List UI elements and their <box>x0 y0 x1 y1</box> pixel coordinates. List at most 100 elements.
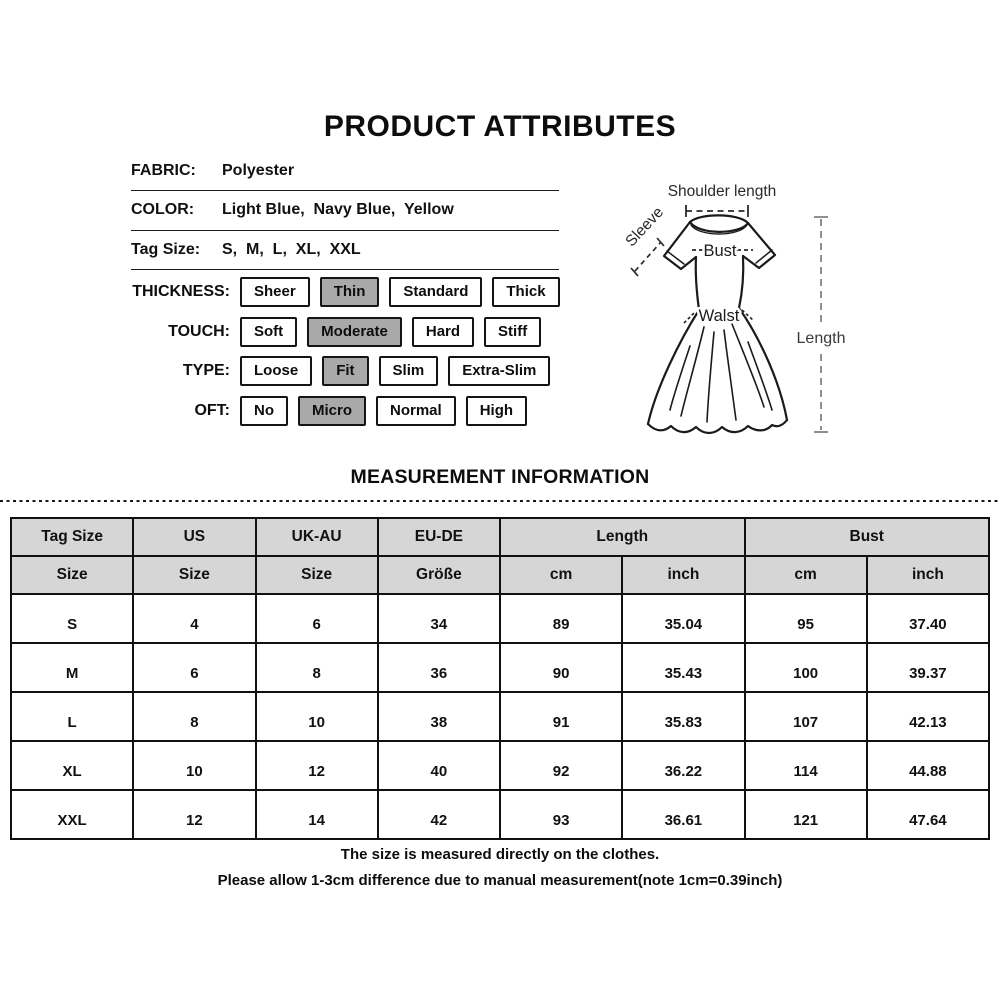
thickness-option-thick[interactable]: Thick <box>492 277 560 307</box>
cell: S <box>9 593 135 644</box>
thickness-option-thin[interactable]: Thin <box>319 277 380 307</box>
touch-label: TOUCH: <box>168 323 230 340</box>
thickness-option-standard[interactable]: Standard <box>389 277 483 307</box>
waist-label: Walst <box>699 307 740 325</box>
type-option-fit[interactable]: Fit <box>322 356 369 386</box>
cell: 91 <box>498 691 624 742</box>
table-row-l: L 8 10 38 91 35.83 107 42.13 <box>9 691 991 742</box>
cell: 47.64 <box>865 789 991 840</box>
cell: 89 <box>498 593 624 644</box>
table-header-group-row: Tag Size US UK-AU EU-DE Length Bust <box>9 517 990 557</box>
unit-size-1: Size <box>9 555 135 595</box>
shoulder-measure-line <box>685 205 749 217</box>
cell: L <box>9 691 135 742</box>
fabric-label: FABRIC: <box>131 162 196 180</box>
tag-size-value: S, M, L, XL, XXL <box>222 240 361 258</box>
cell: 35.83 <box>621 691 746 742</box>
unit-size-3: Size <box>254 555 379 595</box>
cell: 35.43 <box>621 642 746 693</box>
product-info-list: FABRIC: Polyester COLOR: Light Blue, Nav… <box>131 152 559 270</box>
length-measure-line <box>814 216 828 433</box>
cell: 34 <box>376 593 502 644</box>
footer-note-2: Please allow 1-3cm difference due to man… <box>217 872 783 889</box>
cell: 40 <box>376 740 502 791</box>
cell: 12 <box>254 740 379 791</box>
type-option-slim[interactable]: Slim <box>378 356 439 386</box>
sleeve-measure-line <box>630 237 665 277</box>
unit-bust-cm: cm <box>743 555 868 595</box>
cell: 92 <box>498 740 624 791</box>
oft-selector-row: OFT: No Micro Normal High <box>0 396 528 426</box>
cell: 107 <box>743 691 868 742</box>
dotted-divider <box>0 500 1000 502</box>
thickness-option-sheer[interactable]: Sheer <box>240 277 310 307</box>
header-tag-size: Tag Size <box>9 517 135 557</box>
touch-selector-row: TOUCH: Soft Moderate Hard Stiff <box>0 317 542 347</box>
oft-label: OFT: <box>194 402 230 419</box>
cell: 90 <box>498 642 624 693</box>
cell: 37.40 <box>865 593 991 644</box>
cell: 42.13 <box>865 691 991 742</box>
dress-measurement-diagram: Shoulder length Sleeve Bust Walst Length <box>622 183 848 435</box>
header-us: US <box>132 517 257 557</box>
oft-option-no[interactable]: No <box>240 396 288 426</box>
length-label: Length <box>797 330 846 347</box>
bust-label: Bust <box>703 242 736 260</box>
cell: 39.37 <box>865 642 991 693</box>
color-label: COLOR: <box>131 201 195 219</box>
unit-size-2: Size <box>132 555 257 595</box>
table-row-xl: XL 10 12 40 92 36.22 114 44.88 <box>9 740 991 791</box>
header-bust: Bust <box>743 517 990 557</box>
cell: 36 <box>376 642 502 693</box>
unit-length-cm: cm <box>498 555 624 595</box>
oft-option-normal[interactable]: Normal <box>376 396 456 426</box>
cell: 10 <box>254 691 379 742</box>
unit-groesse: Größe <box>376 555 502 595</box>
page-title: PRODUCT ATTRIBUTES <box>323 110 677 143</box>
oft-option-high[interactable]: High <box>465 396 528 426</box>
cell: XL <box>9 740 135 791</box>
cell: 10 <box>132 740 257 791</box>
cell: 36.22 <box>621 740 746 791</box>
type-label: TYPE: <box>182 362 230 379</box>
cell: 38 <box>376 691 502 742</box>
thickness-selector-row: THICKNESS: Sheer Thin Standard Thick <box>0 277 560 307</box>
cell: 35.04 <box>621 593 746 644</box>
footer-note-1: The size is measured directly on the clo… <box>340 846 660 863</box>
cell: 12 <box>132 789 257 840</box>
cell: 6 <box>132 642 257 693</box>
color-row: COLOR: Light Blue, Navy Blue, Yellow <box>131 191 559 231</box>
touch-option-soft[interactable]: Soft <box>240 317 298 347</box>
tag-size-label: Tag Size: <box>131 240 201 258</box>
table-row-m: M 6 8 36 90 35.43 100 39.37 <box>9 642 991 693</box>
color-value: Light Blue, Navy Blue, Yellow <box>222 201 454 219</box>
touch-option-stiff[interactable]: Stiff <box>484 317 542 347</box>
cell: M <box>9 642 135 693</box>
unit-length-inch: inch <box>621 555 746 595</box>
cell: 8 <box>132 691 257 742</box>
touch-option-hard[interactable]: Hard <box>411 317 475 347</box>
type-option-extra-slim[interactable]: Extra-Slim <box>448 356 551 386</box>
type-option-loose[interactable]: Loose <box>240 356 313 386</box>
header-length: Length <box>499 517 746 557</box>
cell: 6 <box>254 593 379 644</box>
thickness-label: THICKNESS: <box>132 283 230 300</box>
cell: 8 <box>254 642 379 693</box>
header-uk-au: UK-AU <box>254 517 379 557</box>
cell: 121 <box>743 789 868 840</box>
oft-option-micro[interactable]: Micro <box>298 396 367 426</box>
cell: 95 <box>743 593 868 644</box>
cell: 114 <box>743 740 868 791</box>
cell: 14 <box>254 789 379 840</box>
measurement-section-title: MEASUREMENT INFORMATION <box>350 466 650 488</box>
dress-outline-icon <box>646 214 789 435</box>
fabric-row: FABRIC: Polyester <box>131 152 559 192</box>
table-header-unit-row: Size Size Size Größe cm inch cm inch <box>9 555 991 595</box>
size-chart-table: Tag Size US UK-AU EU-DE Length Bust Size… <box>9 517 991 840</box>
cell: XXL <box>9 789 135 840</box>
header-eu-de: EU-DE <box>376 517 502 557</box>
waist-measure-line <box>683 309 755 324</box>
touch-option-moderate[interactable]: Moderate <box>307 317 402 347</box>
table-row-s: S 4 6 34 89 35.04 95 37.40 <box>9 593 991 644</box>
table-row-xxl: XXL 12 14 42 93 36.61 121 47.64 <box>9 789 991 840</box>
